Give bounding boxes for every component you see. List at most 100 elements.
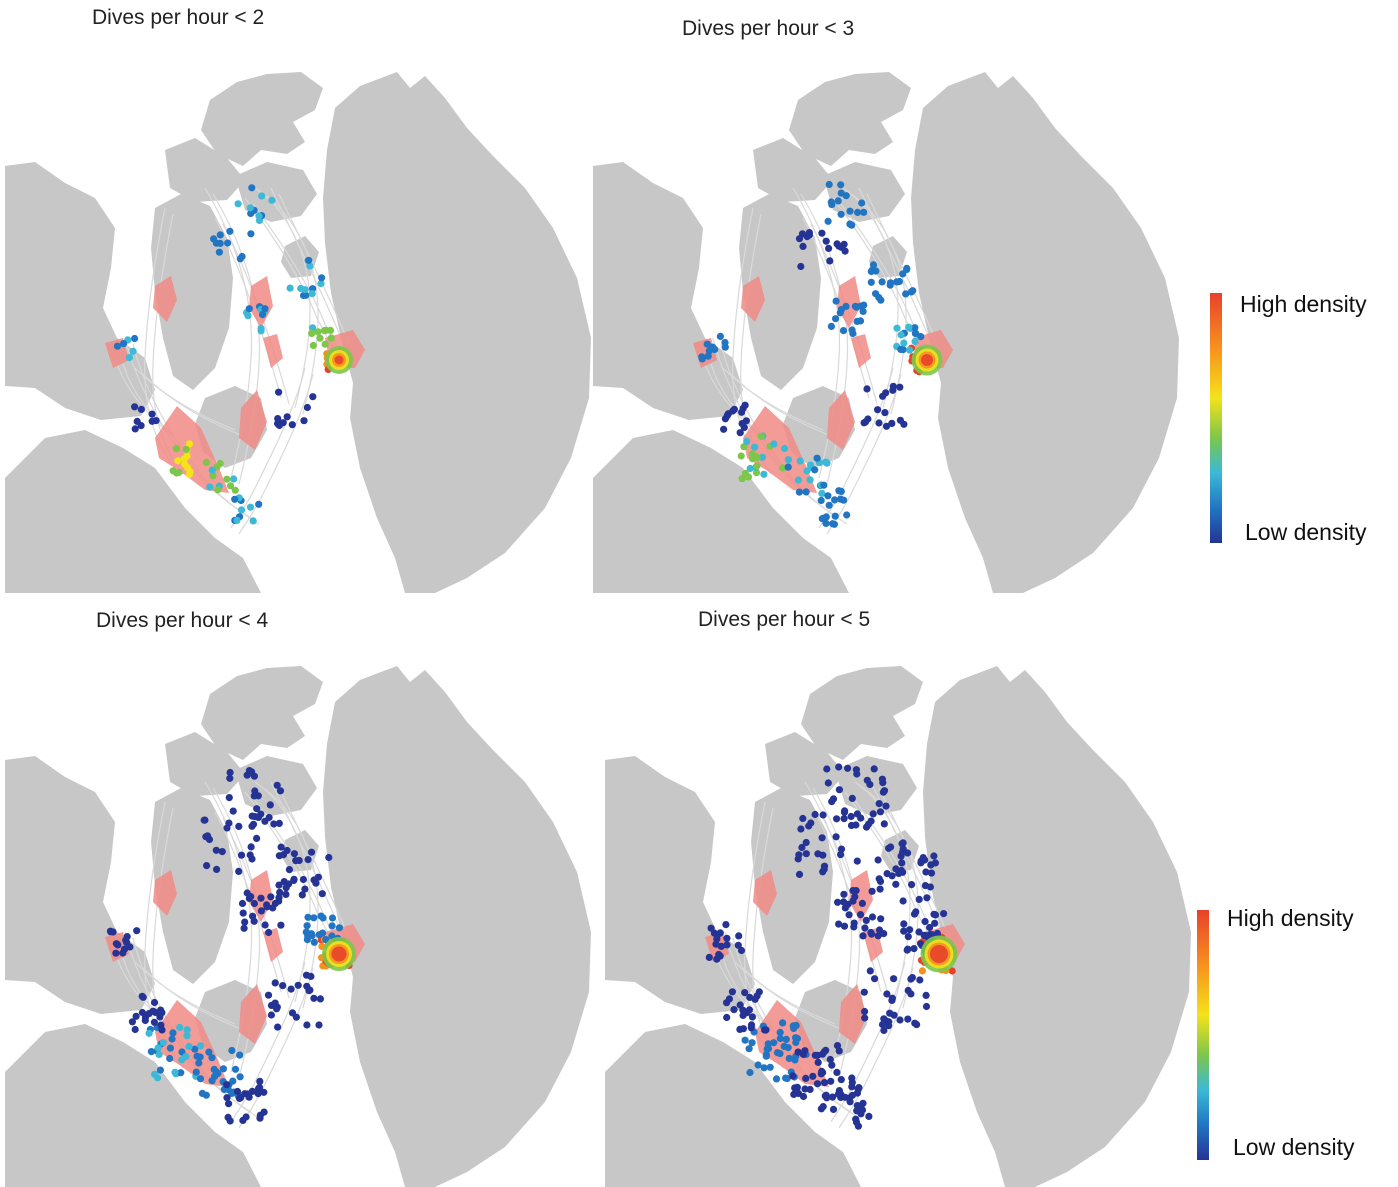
legend-high-label: High density — [1227, 905, 1354, 931]
density-point — [151, 1070, 159, 1078]
density-point — [225, 819, 233, 827]
density-point — [841, 247, 849, 255]
density-point — [191, 1045, 199, 1053]
density-point — [280, 878, 288, 886]
density-point — [837, 181, 845, 189]
density-point — [312, 879, 320, 887]
density-point — [766, 1063, 774, 1071]
density-point — [112, 949, 120, 957]
density-point — [826, 1055, 834, 1064]
density-point — [820, 1079, 829, 1087]
density-point — [294, 981, 302, 989]
density-point — [898, 859, 906, 867]
track-line — [734, 961, 836, 1025]
density-point — [825, 244, 833, 252]
density-point — [840, 815, 848, 823]
density-point — [241, 918, 249, 926]
density-point — [820, 1048, 828, 1056]
density-point — [723, 941, 731, 949]
density-point — [817, 496, 825, 505]
density-point — [267, 1011, 275, 1019]
habitat-polygon — [153, 276, 177, 322]
density-point — [926, 923, 934, 932]
density-point — [248, 1087, 256, 1095]
density-point — [794, 476, 803, 484]
density-point — [832, 297, 840, 305]
density-point — [168, 1035, 176, 1043]
density-point — [319, 914, 327, 922]
density-point — [254, 813, 262, 821]
density-point — [265, 928, 273, 937]
density-point — [893, 278, 901, 286]
habitat-polygon — [839, 984, 867, 1044]
density-point — [799, 814, 807, 823]
density-point — [757, 432, 765, 440]
density-point — [802, 850, 810, 858]
density-point — [755, 988, 763, 996]
density-point — [131, 334, 139, 343]
density-point — [806, 476, 814, 484]
density-point — [290, 876, 298, 885]
density-point — [847, 812, 855, 821]
density-point — [123, 938, 131, 946]
density-point — [197, 1042, 205, 1050]
density-point — [870, 765, 878, 773]
density-point — [120, 340, 128, 348]
density-point — [820, 481, 828, 489]
density-point — [216, 231, 224, 239]
density-point — [927, 869, 936, 877]
density-point — [150, 998, 159, 1007]
density-point — [795, 488, 803, 496]
density-point — [218, 848, 226, 856]
density-point — [120, 945, 129, 953]
density-point — [303, 922, 311, 930]
density-point — [304, 913, 312, 921]
density-point — [246, 851, 254, 859]
density-point — [869, 810, 877, 818]
density-point — [171, 1068, 179, 1076]
density-point — [744, 473, 753, 481]
density-point — [822, 519, 830, 527]
habitat-polygon — [849, 870, 873, 922]
land-area — [753, 138, 833, 202]
density-point — [751, 443, 759, 451]
density-point — [303, 403, 311, 412]
density-point — [321, 340, 329, 348]
density-point — [723, 999, 731, 1007]
density-point — [872, 290, 880, 298]
density-point — [277, 843, 285, 851]
track-line — [238, 373, 314, 535]
density-point — [852, 887, 860, 895]
density-point — [274, 1023, 282, 1031]
density-point — [238, 252, 246, 261]
density-point — [249, 820, 258, 828]
density-point — [747, 1021, 756, 1029]
density-point — [309, 393, 317, 401]
density-point — [728, 988, 736, 996]
density-point — [809, 1072, 817, 1080]
density-point — [254, 1090, 262, 1098]
density-point — [228, 1046, 236, 1055]
density-point — [275, 881, 283, 889]
density-point — [868, 887, 876, 895]
density-point — [859, 932, 867, 940]
density-point — [893, 324, 901, 332]
density-point — [704, 352, 712, 360]
land-area — [5, 756, 155, 1014]
density-point — [889, 382, 897, 390]
panel-title-4: Dives per hour < 5 — [698, 608, 871, 631]
density-point — [173, 469, 181, 477]
density-point — [848, 1091, 857, 1099]
density-point — [226, 774, 234, 782]
density-point — [231, 1065, 240, 1073]
density-point — [760, 470, 768, 478]
density-point — [257, 327, 265, 335]
density-point — [834, 898, 842, 906]
density-point — [858, 899, 866, 907]
density-point — [781, 444, 789, 453]
density-point — [739, 1025, 747, 1033]
density-point — [258, 311, 267, 319]
density-point — [271, 899, 279, 908]
density-point — [868, 930, 876, 938]
density-point — [712, 940, 720, 948]
